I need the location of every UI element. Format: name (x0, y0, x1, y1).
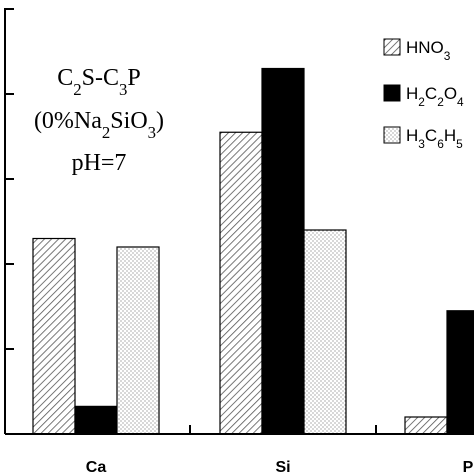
legend: HNO3 H2C2O4 H3C6H5 (383, 38, 464, 151)
ticks-group (5, 8, 377, 434)
bar-si-h2c2o4 (261, 67, 305, 435)
legend-swatch-h3c6h5 (383, 126, 401, 144)
legend-label-h2c2o4: H2C2O4 (406, 84, 464, 109)
annotation-ph: pH=7 (72, 150, 127, 176)
bar-si-hno3 (219, 131, 263, 435)
x-tick-label-si: Si (275, 459, 290, 474)
bar-p-hno3 (404, 416, 448, 435)
legend-label-hno3: HNO3 (406, 38, 451, 63)
axes-group (4, 8, 474, 435)
legend-label-h3c6h5: H3C6H5 (406, 126, 463, 151)
bar-si-h3c6h5 (303, 229, 347, 435)
legend-swatch-hno3 (383, 38, 401, 56)
category-labels: Ca Si P (86, 459, 474, 474)
bar-ca-h2c2o4 (74, 405, 118, 435)
bar-p-h2c2o4 (446, 310, 474, 435)
bar-ca-hno3 (32, 237, 76, 435)
annotation-group: C2S-C3P (0%Na2SiO3) pH=7 (34, 65, 164, 176)
bars-group (32, 67, 474, 435)
legend-swatch-h2c2o4 (383, 84, 401, 102)
annotation-system: C2S-C3P (57, 65, 141, 99)
x-tick-label-ca: Ca (86, 459, 107, 474)
bar-ca-h3c6h5 (116, 246, 160, 435)
x-tick-label-p: P (463, 459, 474, 474)
annotation-additive: (0%Na2SiO3) (34, 108, 164, 142)
